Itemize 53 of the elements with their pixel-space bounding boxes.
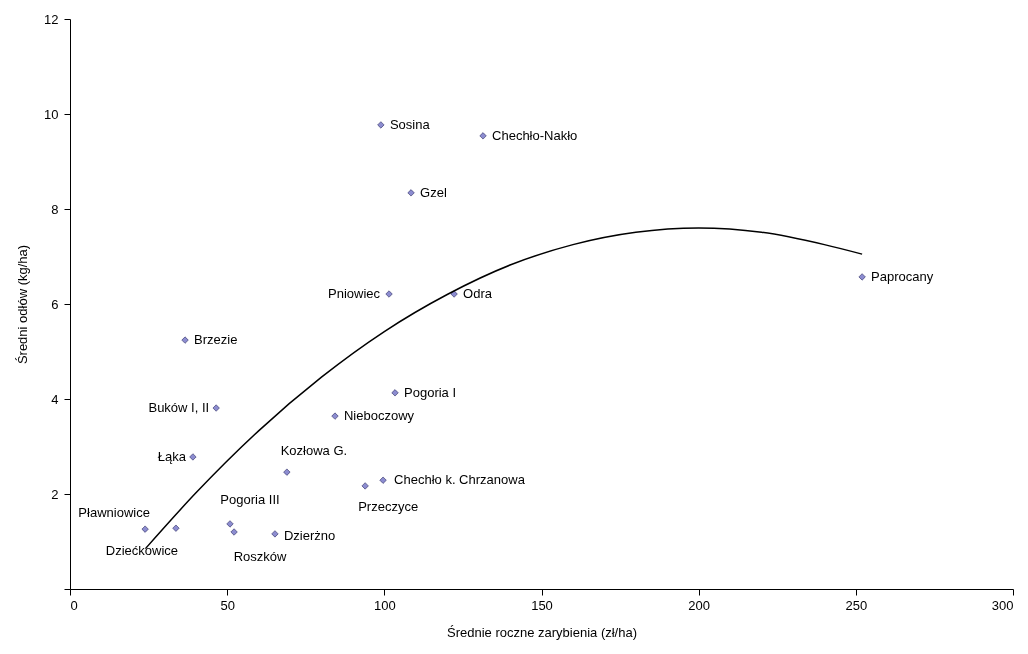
y-tick-label: 10	[44, 106, 59, 122]
annotation: Brzezie	[194, 332, 238, 348]
x-tick-label: 0	[70, 597, 78, 613]
y-tick-label: 2	[51, 486, 59, 502]
annotation: Pogoria III	[220, 491, 280, 507]
annotation: Pniowiec	[328, 286, 381, 302]
annotation: Sosina	[389, 116, 431, 132]
point	[361, 482, 369, 490]
annotation: Roszków	[233, 549, 288, 564]
annotation: Dziećkowice	[105, 543, 179, 559]
x-tick-label: 100	[373, 597, 396, 613]
x-tick-label: 200	[688, 597, 711, 613]
point	[479, 132, 487, 140]
annotation: Kozłowa G.	[280, 443, 348, 459]
y-tick-label: 6	[51, 296, 59, 312]
x-tick-label: 150	[531, 597, 553, 613]
annotation: Chechło k. Chrzanowa	[394, 472, 526, 488]
x-axis-title: Średnie roczne zarybienia (zł/ha)	[446, 624, 638, 640]
annotation: Gzel	[420, 184, 447, 200]
y-axis-title: Średni odłów (kg/ha)	[15, 244, 31, 365]
point	[385, 290, 393, 298]
point	[377, 121, 385, 129]
point	[230, 528, 238, 536]
point	[858, 273, 866, 281]
annotation: Dzierżno	[283, 527, 336, 543]
point	[212, 404, 220, 412]
y-tick-label: 12	[44, 11, 59, 27]
annotation: Chechło-Nakło	[492, 127, 578, 143]
x-tick-label: 50	[220, 597, 235, 613]
point	[141, 525, 149, 533]
annotation: Odra	[463, 286, 493, 302]
annotation: Paprocany	[871, 268, 934, 284]
x-tick-label: 250	[845, 597, 868, 613]
point	[331, 412, 339, 420]
point	[172, 524, 180, 532]
annotation: Łąka	[157, 448, 187, 464]
annotation: Przeczyce	[358, 498, 419, 514]
point	[271, 530, 279, 538]
annotation: Pławniowice	[78, 505, 150, 521]
annotation: Buków I, II	[148, 400, 210, 416]
annotation: Pogoria I	[404, 384, 457, 400]
point	[189, 453, 197, 461]
point	[226, 520, 234, 528]
point	[181, 336, 189, 344]
point	[379, 476, 387, 484]
point	[391, 389, 399, 397]
y-tick-label: 4	[51, 391, 59, 407]
x-tick-label: 300	[991, 597, 1014, 613]
point	[283, 468, 291, 476]
annotation: Nieboczowy	[343, 408, 415, 424]
point	[450, 290, 458, 298]
point	[407, 189, 415, 197]
y-tick-label: 8	[51, 201, 59, 217]
